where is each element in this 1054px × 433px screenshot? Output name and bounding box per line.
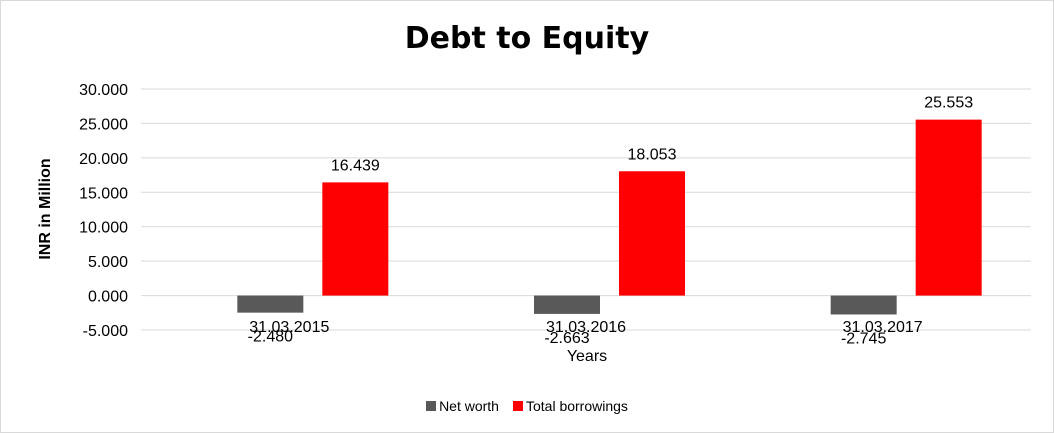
labels: 30.000 25.000 20.000 15.000 10.000 5.000 0.000… <box>79 82 973 347</box>
x-tick-label: 31.03.2015 <box>249 319 329 336</box>
data-label: -2.663 <box>544 330 589 347</box>
data-label: -2.745 <box>841 330 886 347</box>
y-tick-label: 10.000 <box>79 220 128 237</box>
legend-item-total-borrowings: Total borrowings <box>512 398 628 414</box>
x-tick-label: 31.03.2016 <box>546 319 626 336</box>
bar-networth <box>534 295 600 314</box>
bar-total-borrowings <box>322 182 389 296</box>
y-tick-label: 20.000 <box>79 151 128 168</box>
x-tick-label: 31.03.2017 <box>843 319 923 336</box>
y-tick-label: 30.000 <box>79 82 128 99</box>
data-label: 18.053 <box>628 146 677 163</box>
chart-title: Debt to Equity <box>404 21 650 56</box>
bar-networth <box>237 295 304 313</box>
data-label: -2.480 <box>248 329 293 346</box>
y-tick-label: 15.000 <box>79 185 128 202</box>
gridlines <box>141 88 1031 331</box>
y-tick-label: 25.000 <box>79 116 128 133</box>
legend-item-networth: Net worth <box>426 398 499 414</box>
legend-swatch-total-borrowings <box>512 401 523 411</box>
data-label: 16.439 <box>331 157 380 174</box>
y-tick-label: 0.000 <box>88 289 128 306</box>
x-axis-title: Years <box>567 348 607 365</box>
y-tick-label: 5.000 <box>88 254 128 271</box>
bar-total-borrowings <box>619 171 685 296</box>
legend-label-total-borrowings: Total borrowings <box>525 398 628 414</box>
data-label: 25.553 <box>924 95 973 112</box>
bar-networth <box>830 295 897 315</box>
y-axis-title: INR in Million <box>37 158 54 259</box>
legend-swatch-networth <box>426 401 437 411</box>
bars <box>237 119 982 315</box>
legend-label-networth: Net worth <box>439 398 499 414</box>
legend: Net worth Total borrowings <box>1 398 1053 414</box>
bar-total-borrowings <box>915 119 982 296</box>
y-tick-label: -5.000 <box>83 323 128 340</box>
